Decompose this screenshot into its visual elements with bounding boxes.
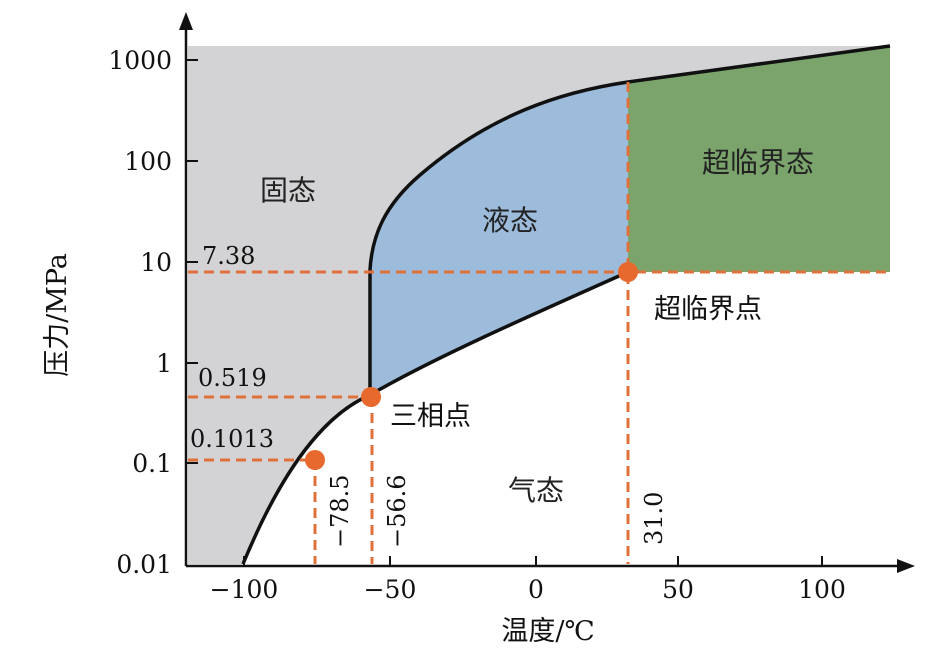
temperature-annotation: −78.5: [326, 474, 354, 548]
liquid-region-label: 液态: [482, 204, 538, 237]
x-tick-label: 50: [662, 575, 694, 604]
x-tick-label: 100: [798, 575, 846, 604]
x-axis-arrow: [897, 559, 915, 573]
triple-point-marker: [361, 387, 381, 407]
supercritical-region-label: 超临界态: [702, 146, 814, 179]
x-axis-title: 温度/℃: [501, 616, 594, 647]
y-tick-label: 1: [156, 349, 172, 378]
solid-region-label: 固态: [260, 174, 316, 207]
pressure-annotation: 0.519: [198, 364, 267, 392]
y-tick-label: 0.1: [132, 449, 172, 478]
supercritical-region: [628, 46, 890, 272]
sublimation-curve: [241, 393, 371, 565]
y-tick-label: 100: [124, 147, 172, 176]
solid-region: [188, 46, 890, 564]
y-axis-arrow: [179, 12, 193, 30]
temperature-annotation: −56.6: [383, 474, 411, 548]
y-tick-label: 0.01: [116, 550, 172, 579]
melting-curve: [368, 44, 891, 395]
triple-point-label: 三相点: [390, 401, 471, 432]
critical-point-marker: [618, 262, 638, 282]
critical-point-label: 超临界点: [654, 294, 762, 325]
x-tick-label: −100: [210, 575, 279, 604]
y-axis-title: 压力/MPa: [42, 253, 73, 377]
y-tick-label: 10: [140, 248, 172, 277]
gas-region-label: 气态: [508, 474, 564, 507]
x-tick-label: 0: [528, 575, 544, 604]
x-tick-label: −50: [364, 575, 417, 604]
sublimation-point-marker: [305, 450, 325, 470]
liquid-region: [370, 82, 628, 395]
temperature-annotation: 31.0: [640, 492, 668, 545]
pressure-annotation: 0.1013: [190, 425, 274, 453]
pressure-annotation: 7.38: [202, 242, 255, 270]
y-tick-label: 1000: [108, 46, 172, 75]
vaporization-curve: [369, 270, 629, 397]
